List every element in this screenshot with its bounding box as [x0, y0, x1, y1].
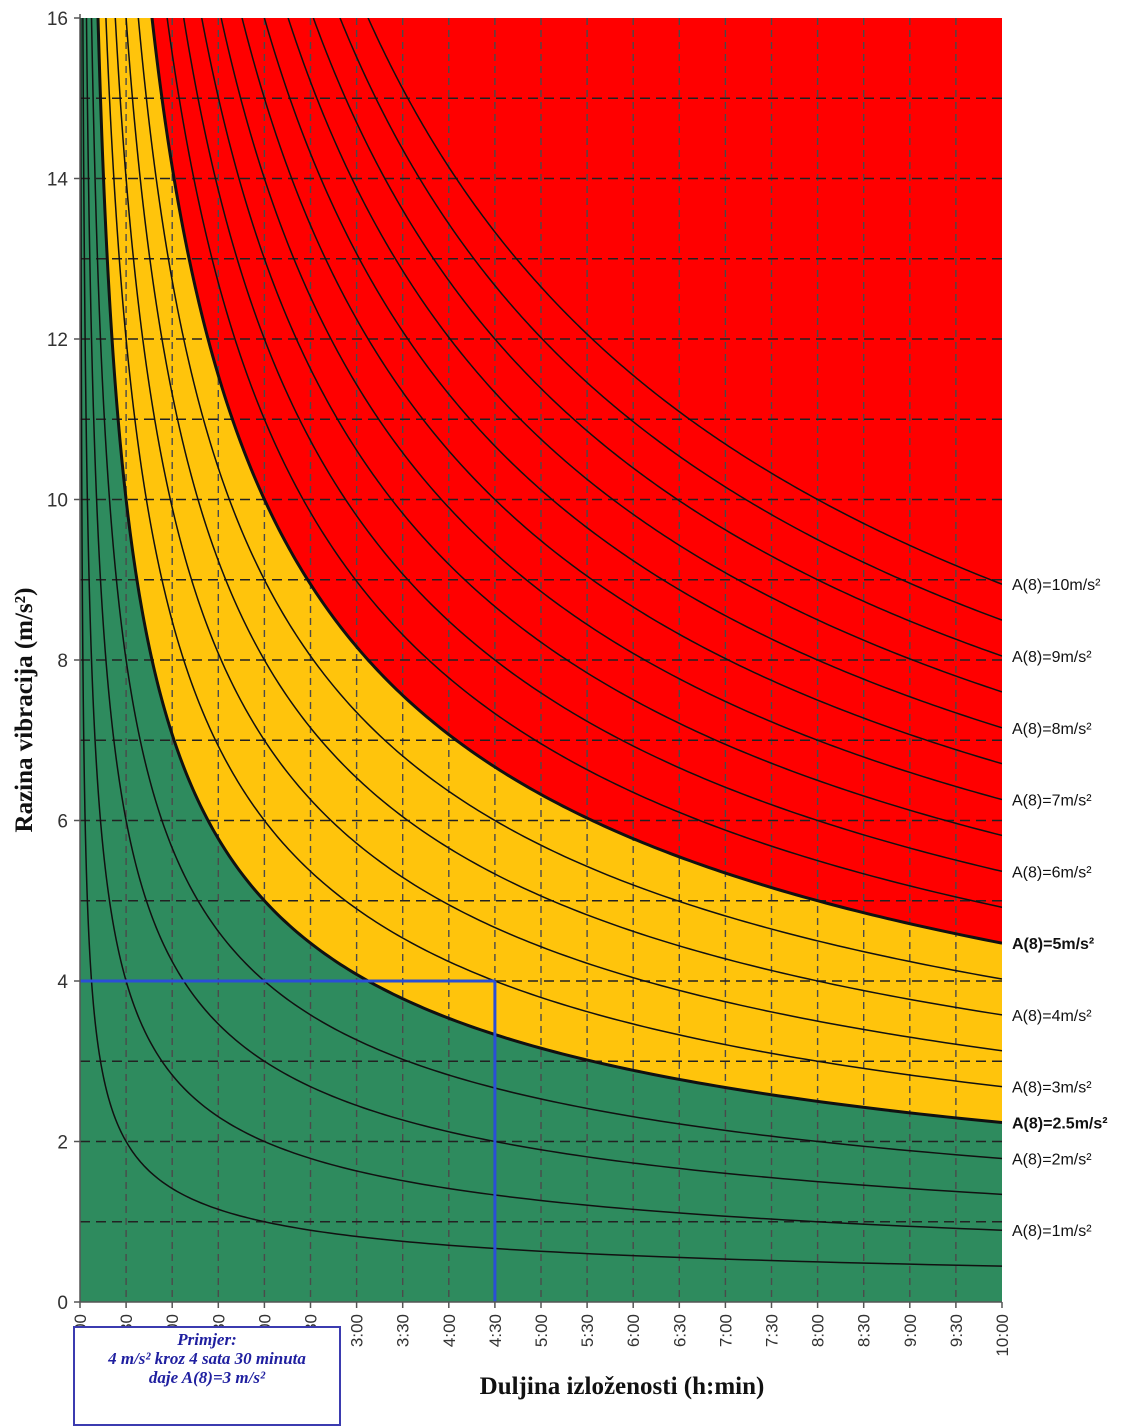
- y-tick-labels: 0 2 4 6 8 10 12 14 16: [47, 9, 69, 1314]
- x-tick-label: 6:00: [624, 1314, 643, 1347]
- curve-labels: A(8)=1m/s² A(8)=2m/s² A(8)=2.5m/s² A(8)=3m/…: [1012, 577, 1108, 1240]
- curve-a8-6-5: [200, 18, 1002, 837]
- curve-a8-8: [263, 18, 1002, 729]
- x-tick-label: 5:30: [578, 1314, 597, 1347]
- curve-a8-5: [150, 18, 1002, 945]
- y-tick-label: 14: [47, 170, 69, 191]
- curve-a8-7: [220, 18, 1002, 801]
- y-tick-label: 10: [47, 491, 68, 512]
- y-tick-label: 8: [57, 651, 68, 672]
- x-tick-label: 3:00: [348, 1314, 367, 1347]
- curve-label: A(8)=5m/s²: [1012, 936, 1094, 953]
- curve-label: A(8)=10m/s²: [1012, 577, 1101, 594]
- x-tick-label: 4:30: [486, 1314, 505, 1347]
- horizontal-gridlines: [80, 97, 1002, 1223]
- example-line-1: 4 m/s² kroz 4 sata 30 minuta: [108, 1349, 306, 1368]
- curve-a8-8-5: [287, 18, 1002, 693]
- x-tick-label: 9:00: [901, 1314, 920, 1347]
- x-tick-label: 8:30: [855, 1314, 874, 1347]
- curve-label: A(8)=4m/s²: [1012, 1008, 1092, 1025]
- curve-a8-1: [82, 18, 1002, 1231]
- curve-a8-2: [90, 18, 1002, 1160]
- example-line-2: daje A(8)=3 m/s²: [148, 1368, 266, 1387]
- example-title: Primjer:: [177, 1330, 237, 1349]
- curve-a8-7-5: [241, 18, 1002, 765]
- curve-a8-5-5: [166, 18, 1002, 908]
- x-tick-label: 4:00: [440, 1314, 459, 1347]
- axes: [74, 14, 1003, 1308]
- y-tick-label: 0: [57, 1293, 68, 1314]
- curve-a8-1-5: [85, 18, 1002, 1196]
- x-tick-label: 6:30: [670, 1314, 689, 1347]
- example-guide-lines: [80, 979, 497, 1302]
- curve-a8-9: [312, 18, 1002, 657]
- curve-a8-2-5: [96, 18, 1002, 1125]
- curve-a8-3: [105, 18, 1002, 1088]
- curve-a8-0-5: [80, 18, 1002, 1267]
- curve-label: A(8)=8m/s²: [1012, 721, 1092, 738]
- curve-label: A(8)=3m/s²: [1012, 1080, 1092, 1097]
- curve-label: A(8)=2.5m/s²: [1012, 1116, 1108, 1133]
- x-tick-label: 3:30: [394, 1314, 413, 1347]
- x-tick-label: 5:00: [532, 1314, 551, 1347]
- x-tick-label: 9:30: [947, 1314, 966, 1347]
- curve-a8-4-5: [137, 18, 1002, 980]
- x-tick-label: 7:30: [763, 1314, 782, 1347]
- y-tick-label: 12: [47, 330, 68, 351]
- x-tick-label: 8:00: [809, 1314, 828, 1347]
- curve-a8-6: [182, 18, 1002, 873]
- y-tick-label: 6: [57, 812, 68, 833]
- curve-a8-10: [367, 18, 1002, 585]
- y-axis-title: Razina vibracija (m/s²): [11, 588, 38, 833]
- example-note-box: Primjer: 4 m/s² kroz 4 sata 30 minuta da…: [73, 1326, 341, 1426]
- x-tick-label: 7:00: [716, 1314, 735, 1347]
- x-axis-title: Duljina izloženosti (h:min): [480, 1373, 765, 1400]
- a8-curves: [80, 18, 1002, 1267]
- curve-label: A(8)=7m/s²: [1012, 793, 1092, 810]
- curve-label: A(8)=1m/s²: [1012, 1223, 1092, 1240]
- curve-a8-9-5: [339, 18, 1002, 621]
- y-tick-label: 16: [47, 9, 68, 30]
- curve-label: A(8)=6m/s²: [1012, 864, 1092, 881]
- curve-label: A(8)=9m/s²: [1012, 649, 1092, 666]
- y-tick-label: 2: [57, 1133, 68, 1154]
- curve-a8-3-5: [114, 18, 1002, 1052]
- curve-label: A(8)=2m/s²: [1012, 1151, 1092, 1168]
- curve-a8-4: [125, 18, 1002, 1016]
- x-tick-label: 10:00: [993, 1314, 1012, 1357]
- y-tick-label: 4: [57, 972, 68, 993]
